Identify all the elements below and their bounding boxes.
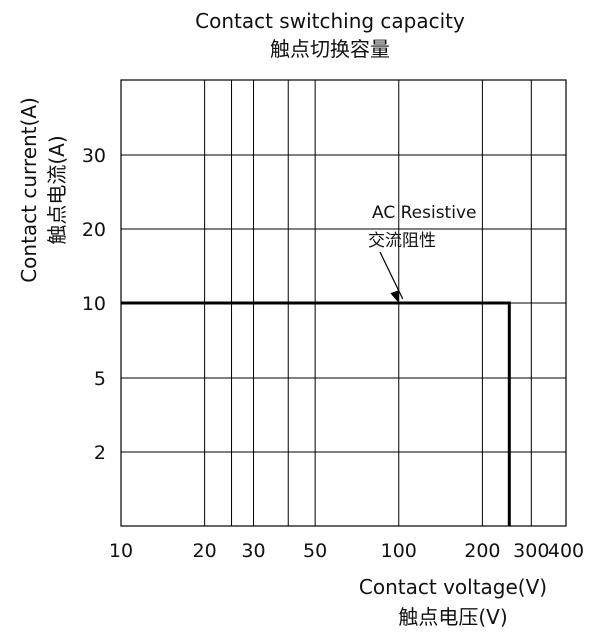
annotation-label-sub: 交流阻性 bbox=[368, 231, 436, 251]
y-axis-label: Contact current(A) bbox=[17, 97, 41, 283]
annotation-arrowhead bbox=[390, 290, 399, 303]
series-layer bbox=[121, 301, 511, 526]
x-tick-label: 100 bbox=[381, 540, 417, 562]
x-tick-label: 400 bbox=[548, 540, 584, 562]
y-axis-label-group: Contact current(A) bbox=[17, 97, 41, 283]
chart-title: Contact switching capacity bbox=[195, 9, 465, 33]
annotation-arrow-line bbox=[379, 251, 404, 300]
x-tick-label: 300 bbox=[513, 540, 549, 562]
x-axis-label-sub: 触点电压(V) bbox=[398, 605, 507, 629]
series-line-ac-resistive bbox=[121, 301, 511, 526]
x-tick-label: 30 bbox=[241, 540, 265, 562]
x-tick-label: 50 bbox=[303, 540, 327, 562]
y-axis-label-sub: 触点电流(A) bbox=[45, 135, 69, 244]
y-tick-label: 10 bbox=[82, 293, 106, 315]
x-axis-label: Contact voltage(V) bbox=[359, 575, 547, 599]
y-tick-label: 30 bbox=[82, 145, 106, 167]
y-tick-label: 20 bbox=[82, 219, 106, 241]
x-tick-label: 20 bbox=[193, 540, 217, 562]
y-axis-label-sub-group: 触点电流(A) bbox=[45, 135, 69, 244]
x-tick-label: 200 bbox=[464, 540, 500, 562]
annotation: AC Resistive 交流阻性 bbox=[368, 203, 476, 303]
x-tick-label: 10 bbox=[109, 540, 133, 562]
y-tick-label: 5 bbox=[94, 368, 106, 390]
chart-subtitle: 触点切换容量 bbox=[270, 37, 390, 61]
annotation-label: AC Resistive bbox=[372, 203, 476, 223]
y-axis-ticks: 2 5 10 20 30 bbox=[82, 145, 106, 464]
y-tick-label: 2 bbox=[94, 442, 106, 464]
